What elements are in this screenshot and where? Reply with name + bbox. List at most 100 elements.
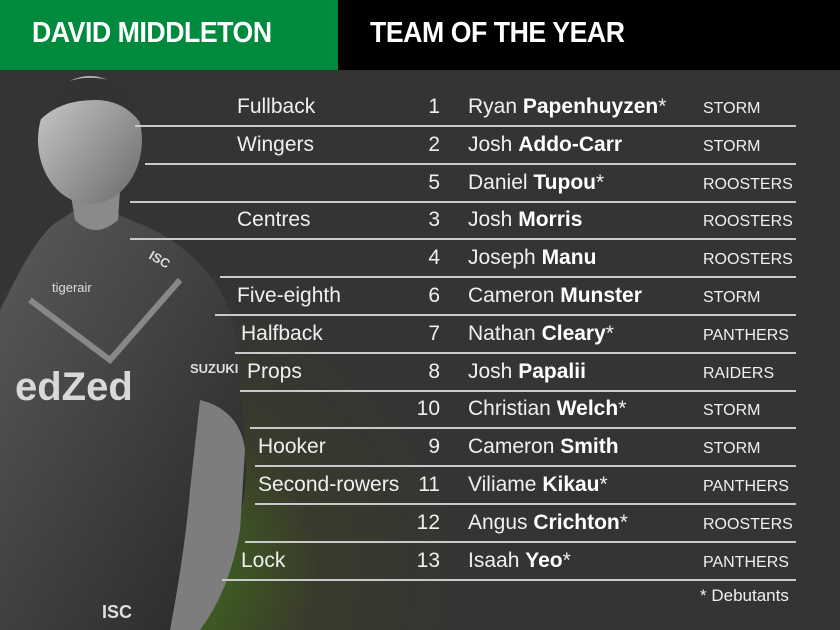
last-name: Papenhuyzen — [522, 95, 659, 118]
club-name: ROOSTERS — [703, 515, 793, 533]
club-name: ROOSTERS — [703, 213, 793, 231]
first-name: Ryan — [468, 95, 518, 118]
player-name: Viliame Kikau* — [468, 473, 608, 497]
position-label: Lock — [241, 548, 286, 572]
player-name: Christian Welch* — [468, 397, 626, 421]
debutant-mark: * — [562, 548, 571, 572]
svg-text:tigerair: tigerair — [52, 280, 92, 295]
jersey-number: 3 — [428, 208, 440, 232]
last-name: Munster — [560, 284, 642, 307]
player-name: Josh Papalii — [468, 360, 586, 384]
player-name: Isaah Yeo* — [468, 549, 571, 573]
club-name: STORM — [703, 289, 761, 306]
row-divider — [250, 427, 796, 430]
debutant-mark: * — [595, 170, 605, 194]
first-name: Isaah — [468, 548, 520, 572]
player-name: Joseph Manu — [468, 246, 596, 270]
player-name: Josh Morris — [468, 208, 582, 232]
jersey-number: 7 — [428, 321, 440, 345]
first-name: Viliame — [468, 473, 537, 496]
jersey-number: 1 — [428, 95, 440, 118]
debutant-mark: * — [619, 510, 628, 534]
svg-text:SUZUKI: SUZUKI — [190, 361, 238, 376]
last-name: Smith — [560, 435, 619, 459]
last-name: Manu — [541, 246, 597, 270]
player-row: Fullback 1 Ryan Papenhuyzen* STORM — [0, 89, 840, 127]
jersey-number: 10 — [416, 397, 440, 421]
row-divider — [135, 125, 796, 127]
player-name: Daniel Tupou* — [468, 171, 604, 195]
club-name: STORM — [703, 137, 761, 155]
position-label: Props — [247, 359, 302, 383]
position-label: Second-rowers — [258, 473, 400, 496]
row-divider — [145, 162, 796, 165]
row-divider — [130, 200, 796, 203]
svg-text:ISC: ISC — [102, 602, 132, 622]
jersey-number: 8 — [428, 359, 440, 383]
footnote: * Debutants — [700, 586, 789, 605]
club-name: ROOSTERS — [703, 175, 793, 193]
first-name: Daniel — [468, 170, 528, 194]
first-name: Josh — [468, 359, 513, 383]
last-name: Addo-Carr — [518, 132, 623, 156]
position-label: Halfback — [241, 321, 323, 345]
first-name: Josh — [468, 132, 513, 156]
jersey-number: 5 — [428, 170, 440, 194]
jersey-number: 12 — [416, 510, 440, 534]
position-label: Wingers — [237, 132, 315, 156]
player-name: Angus Crichton* — [468, 511, 628, 535]
player-name: Cameron Smith — [468, 435, 619, 459]
jersey-number: 2 — [428, 132, 440, 156]
row-divider — [255, 503, 796, 505]
player-row: Halfback 7 Nathan Cleary* PANTHERS — [0, 316, 840, 354]
player-row: 12 Angus Crichton* ROOSTERS — [0, 505, 840, 543]
last-name: Kikau — [542, 473, 600, 496]
club-name: PANTHERS — [703, 478, 789, 495]
first-name: Joseph — [468, 246, 536, 270]
player-row: 4 Joseph Manu ROOSTERS — [0, 240, 840, 279]
player-row: Centres 3 Josh Morris ROOSTERS — [0, 202, 840, 241]
row-divider — [235, 351, 796, 354]
player-name: Ryan Papenhuyzen* — [468, 95, 666, 119]
first-name: Nathan — [468, 321, 536, 345]
club-name: PANTHERS — [703, 553, 789, 571]
player-name: Cameron Munster — [468, 284, 642, 308]
player-name: Josh Addo-Carr — [468, 133, 622, 157]
last-name: Welch — [556, 397, 619, 421]
jersey-number: 11 — [418, 473, 440, 496]
player-row: Hooker 9 Cameron Smith STORM — [0, 429, 840, 468]
jersey-number: 9 — [428, 435, 440, 459]
header-title: TEAM OF THE YEAR — [370, 17, 625, 49]
jersey-number: 6 — [428, 284, 440, 307]
debutant-mark: * — [658, 95, 667, 118]
last-name: Yeo — [525, 548, 563, 572]
player-name: Nathan Cleary* — [468, 322, 614, 346]
first-name: Josh — [468, 208, 513, 232]
row-divider — [222, 578, 796, 581]
jersey-number: 4 — [428, 246, 440, 270]
last-name: Tupou — [533, 170, 596, 194]
last-name: Crichton — [533, 510, 620, 534]
player-row: Wingers 2 Josh Addo-Carr STORM — [0, 127, 840, 165]
first-name: Cameron — [468, 435, 555, 459]
player-row: Five-eighth 6 Cameron Munster STORM — [0, 278, 840, 316]
first-name: Angus — [468, 510, 528, 534]
club-name: PANTHERS — [703, 326, 789, 344]
player-row: Second-rowers 11 Viliame Kikau* PANTHERS — [0, 467, 840, 505]
row-divider — [220, 276, 796, 279]
row-divider — [130, 238, 796, 241]
row-divider — [255, 465, 796, 468]
svg-text:edZed: edZed — [15, 365, 133, 409]
last-name: Papalii — [518, 359, 586, 383]
first-name: Cameron — [468, 284, 555, 307]
player-row: Props 8 Josh Papalii RAIDERS — [0, 354, 840, 392]
position-label: Five-eighth — [237, 284, 341, 307]
debutant-mark: * — [618, 397, 627, 421]
first-name: Christian — [468, 397, 551, 421]
header-title-block: TEAM OF THE YEAR — [338, 0, 840, 70]
player-row: Lock 13 Isaah Yeo* PANTHERS — [0, 543, 840, 581]
position-label: Centres — [237, 208, 311, 232]
position-label: Fullback — [237, 95, 316, 118]
row-divider — [245, 540, 796, 543]
jersey-number: 13 — [416, 548, 440, 572]
